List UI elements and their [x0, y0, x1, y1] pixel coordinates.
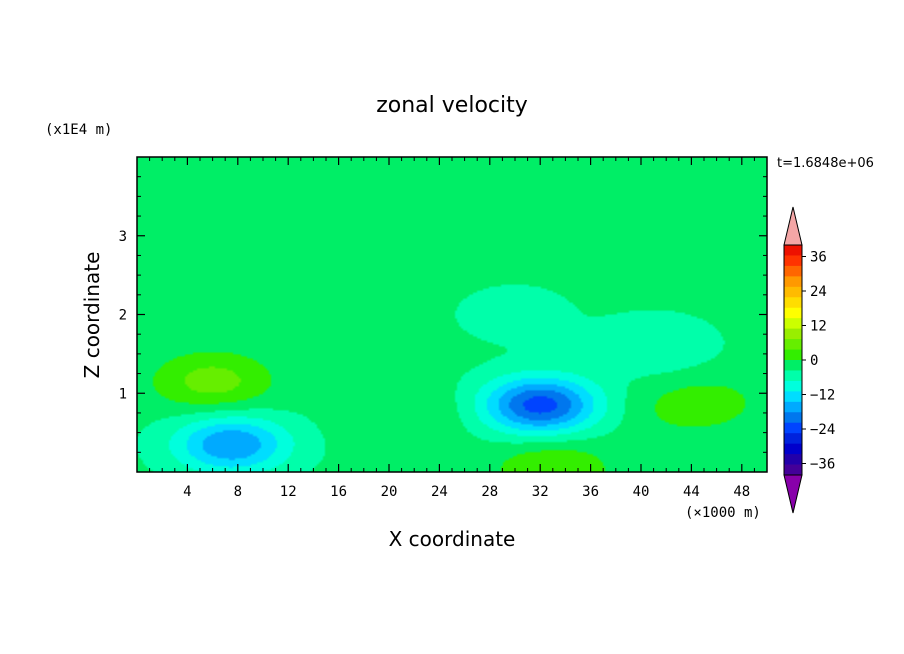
x-tick-label: 40 [633, 484, 650, 500]
colorbar-swatch [784, 422, 802, 434]
colorbar-swatch [784, 307, 802, 319]
velocity-field [137, 157, 767, 472]
time-label: t=1.6848e+06 [777, 156, 874, 171]
colorbar-swatch [784, 464, 802, 476]
chart-title: zonal velocity [376, 93, 528, 118]
x-tick-label: 24 [431, 484, 448, 500]
colorbar-swatch [784, 265, 802, 277]
colorbar-overflow-high [783, 206, 803, 246]
colorbar-swatch [784, 297, 802, 309]
colorbar-swatch [784, 433, 802, 445]
x-tick-label: 8 [234, 484, 242, 500]
x-tick-label: 32 [532, 484, 549, 500]
colorbar-label: 12 [810, 319, 827, 335]
y-axis-ticks: 1 2 3 [119, 176, 767, 453]
y-tick-label: 3 [119, 229, 127, 245]
colorbar-swatch [784, 276, 802, 288]
colorbar-overflow-low [783, 474, 803, 514]
x-tick-label: 4 [183, 484, 191, 500]
colorbar-swatch [784, 443, 802, 455]
colorbar-swatch [784, 454, 802, 465]
plot-area [136, 156, 768, 473]
y-tick-label: 2 [119, 308, 127, 324]
colorbar-label: 36 [810, 250, 827, 266]
colorbar-swatch [784, 245, 802, 256]
colorbar-swatch [784, 412, 802, 424]
x-axis-label: X coordinate [389, 527, 516, 551]
x-tick-label: 44 [683, 484, 700, 500]
colorbar: 36 24 12 0 −12 −24 −36 [783, 206, 835, 514]
x-axis-ticks: 4 8 12 16 20 24 28 32 36 40 44 48 [149, 157, 755, 500]
colorbar-swatch [784, 286, 802, 298]
colorbar-swatch [784, 318, 802, 330]
colorbar-label: −24 [810, 422, 835, 438]
y-unit-label: (x1E4 m) [45, 122, 112, 138]
y-tick-label: 1 [119, 386, 127, 402]
x-tick-label: 48 [733, 484, 750, 500]
colorbar-swatch [784, 255, 802, 267]
colorbar-label: −12 [810, 388, 835, 404]
x-tick-label: 28 [481, 484, 498, 500]
colorbar-label: −36 [810, 457, 835, 473]
x-unit-label: (×1000 m) [685, 505, 761, 521]
colorbar-swatch [784, 401, 802, 413]
colorbar-swatch [784, 370, 802, 382]
x-tick-label: 16 [330, 484, 347, 500]
x-tick-label: 20 [381, 484, 398, 500]
colorbar-swatch [784, 339, 802, 350]
x-tick-label: 12 [280, 484, 297, 500]
colorbar-swatch [784, 349, 802, 361]
colorbar-swatch [784, 391, 802, 403]
x-tick-label: 36 [582, 484, 599, 500]
y-axis-label: Z coordinate [80, 252, 104, 379]
colorbar-swatch [784, 328, 802, 340]
colorbar-swatch [784, 380, 802, 392]
colorbar-label: 0 [810, 353, 818, 369]
colorbar-label: 24 [810, 284, 827, 300]
colorbar-swatch [784, 360, 802, 371]
